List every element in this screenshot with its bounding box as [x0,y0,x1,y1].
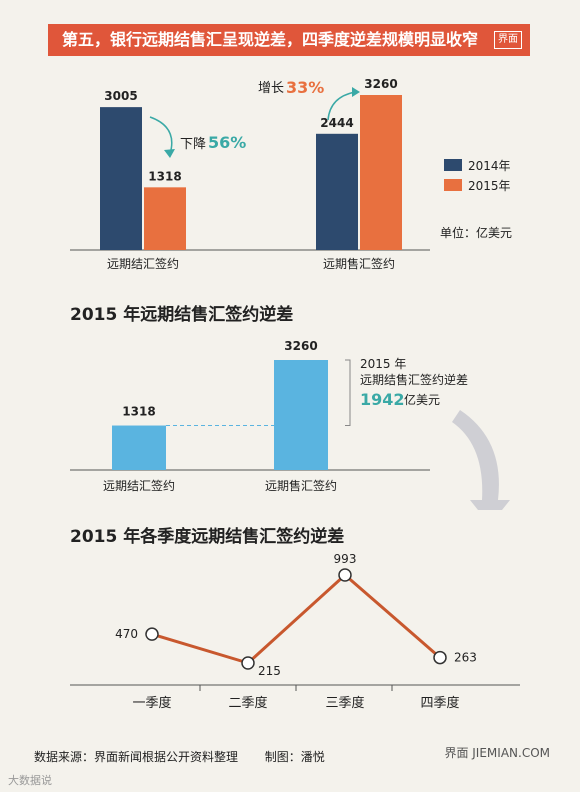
chart2-curved-arrow [452,410,510,510]
chart3-data-label: 993 [334,552,357,566]
chart2-annotation-line2: 远期结售汇签约逆差 [360,372,468,387]
chart-2015-deficit: 1318 远期结汇签约 3260 远期售汇签约 2015 年远期结售汇签约逆差 1942 亿… [70,339,510,510]
chart2-data-label: 3260 [284,339,317,353]
chart-2014-2015-comparison: 3005 1318 远期结汇签约 2444 3260 远期售汇签约 下降 56% 增长 33% 20… [70,77,512,271]
chart3-point [145,627,159,641]
chart1-decline-value: 56% [208,133,246,152]
chart2-annotation-line1: 2015 年 [360,357,406,371]
chart2-data-label: 1318 [122,405,155,419]
footer-logo: 界面 JIEMIAN.COM [444,746,550,760]
chart2-annotation-value: 1942 [360,390,405,409]
chart3-category-label: 二季度 [228,695,267,711]
chart1-bar [316,133,358,250]
banner: 第五，银行远期结售汇呈现逆差，四季度逆差规模明显收窄 界面 [48,24,530,56]
chart1-bar [100,107,142,250]
footer: 数据来源：界面新闻根据公开资料整理 制图：潘悦 [34,748,325,765]
chart1-bar [144,187,186,250]
chart1-legend-swatch [444,159,462,171]
chart2-annotation-unit: 亿美元 [404,392,440,407]
chart1-legend-label: 2014年 [468,159,511,173]
footer-author: 制图：潘悦 [264,750,325,764]
chart1-category-label: 远期售汇签约 [323,256,395,271]
chart3-category-label: 四季度 [420,695,459,711]
chart1-increase-value: 33% [286,78,324,97]
chart3-point [338,568,352,582]
chart2-category-label: 远期结汇签约 [103,478,175,493]
chart2-title: 2015 年远期结售汇签约逆差 [70,305,294,325]
chart3-data-label: 215 [258,664,281,678]
chart1-decline-arrow [149,116,173,155]
watermark: 大数据说 [8,774,52,787]
chart1-unit-label: 单位：亿美元 [440,225,512,240]
chart3-title: 2015 年各季度远期结售汇签约逆差 [70,527,345,547]
chart3-data-label: 470 [115,627,138,641]
chart2-category-label: 远期售汇签约 [265,478,337,493]
chart3-category-label: 一季度 [132,695,171,711]
chart3-category-label: 三季度 [325,695,364,711]
chart1-decline-arrowhead [164,149,175,158]
chart1-legend-swatch [444,179,462,191]
chart1-legend-label: 2015年 [468,179,511,193]
chart1-decline-prefix: 下降 [180,137,206,152]
chart3-point [433,650,447,665]
chart1-increase-arrowhead [352,87,360,97]
chart2-bracket [345,359,351,427]
chart2-bar [274,360,328,470]
chart1-data-label: 3005 [104,89,137,103]
chart1-data-label: 3260 [364,77,397,91]
footer-source: 数据来源：界面新闻根据公开资料整理 [34,750,239,764]
chart2-bar [112,425,166,470]
chart1-bar [360,95,402,250]
banner-title: 第五，银行远期结售汇呈现逆差，四季度逆差规模明显收窄 [62,30,479,49]
banner-logo: 界面 [494,31,522,49]
chart1-increase-arrow [327,91,356,121]
chart1-data-label: 2444 [320,116,353,130]
chart-quarterly-deficit: 470 一季度 215 二季度 993 三季度 263 四季度 [70,552,520,711]
chart3-point [241,656,255,670]
chart1-increase-prefix: 增长 [258,81,284,96]
chart3-data-label: 263 [454,651,477,665]
chart1-data-label: 1318 [148,169,181,183]
chart3-series-line [151,572,441,665]
chart1-category-label: 远期结汇签约 [107,256,179,271]
